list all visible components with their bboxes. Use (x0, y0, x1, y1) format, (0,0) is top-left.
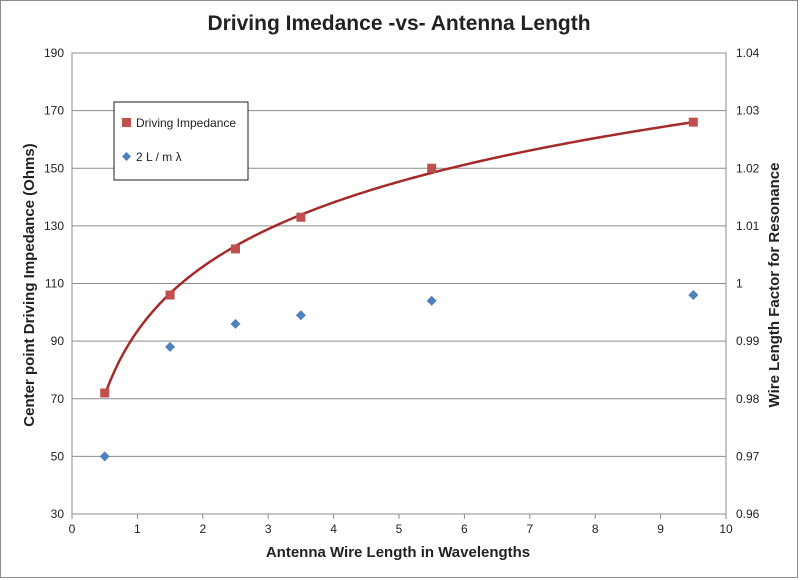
x-tick-label: 9 (657, 522, 664, 536)
legend-box (113, 101, 249, 181)
x-tick-label: 7 (526, 522, 533, 536)
y-left-tick-label: 30 (51, 507, 65, 521)
x-tick-label: 3 (265, 522, 272, 536)
y-left-tick-label: 50 (51, 449, 65, 463)
point-driving-impedance (296, 212, 306, 222)
x-tick-label: 0 (69, 522, 76, 536)
chart-title: Driving Imedance -vs- Antenna Length (207, 12, 590, 35)
y-right-tick-label: 1 (736, 277, 743, 291)
point-driving-impedance (427, 163, 437, 173)
y-left-tick-label: 90 (51, 334, 65, 348)
point-driving-impedance (100, 388, 110, 398)
y-right-tick-label: 0.98 (736, 392, 760, 406)
y-right-tick-label: 0.97 (736, 449, 760, 463)
point-driving-impedance (688, 117, 698, 127)
y-right-tick-label: 1.02 (736, 161, 760, 175)
x-tick-label: 10 (719, 522, 733, 536)
y-right-tick-label: 0.99 (736, 334, 760, 348)
y-right-tick-label: 1.01 (736, 219, 760, 233)
x-tick-label: 5 (396, 522, 403, 536)
trendline-driving-impedance (103, 120, 694, 396)
point-driving-impedance (231, 244, 240, 254)
x-axis-ticks: 0 1 2 3 4 5 6 7 8 9 10 (69, 514, 733, 536)
x-tick-label: 6 (461, 522, 468, 536)
legend-label-wire-factor: 2 L / m λ (136, 150, 182, 164)
point-wire-factor (230, 318, 241, 329)
y-left-tick-label: 190 (44, 46, 64, 60)
y-left-tick-label: 150 (44, 161, 64, 175)
y-right-tick-label: 1.04 (736, 46, 760, 60)
y-right-axis-title: Wire Length Factor for Resonance (766, 163, 783, 408)
y-left-axis-ticks: 30 50 70 90 110 130 150 170 190 (44, 46, 64, 521)
y-left-axis-title: Center point Driving Impedance (Ohms) (21, 143, 38, 426)
y-left-tick-label: 70 (51, 392, 65, 406)
y-right-tick-label: 0.96 (736, 507, 760, 521)
y-right-axis-ticks: 0.96 0.97 0.98 0.99 1 1.01 1.02 1.03 1.04 (736, 46, 760, 521)
x-tick-label: 8 (592, 522, 599, 536)
legend-label-driving-impedance: Driving Impedance (136, 116, 236, 130)
point-wire-factor (165, 341, 176, 352)
x-tick-label: 4 (330, 522, 337, 536)
legend-square-marker (122, 118, 131, 127)
legend: Driving Impedance 2 L / m λ (113, 101, 249, 181)
y-right-tick-label: 1.03 (736, 104, 760, 118)
point-wire-factor (426, 295, 437, 306)
x-axis-title: Antenna Wire Length in Wavelengths (266, 544, 530, 561)
x-tick-label: 1 (134, 522, 141, 536)
y-left-tick-label: 170 (44, 104, 64, 118)
y-left-tick-label: 110 (45, 277, 64, 291)
point-wire-factor (295, 310, 306, 321)
data-marks (99, 117, 699, 462)
legend-diamond-marker (122, 152, 131, 161)
point-wire-factor (99, 451, 110, 462)
point-wire-factor (688, 290, 699, 301)
y-left-tick-label: 130 (44, 219, 64, 233)
x-tick-label: 2 (199, 522, 206, 536)
point-driving-impedance (165, 290, 175, 300)
